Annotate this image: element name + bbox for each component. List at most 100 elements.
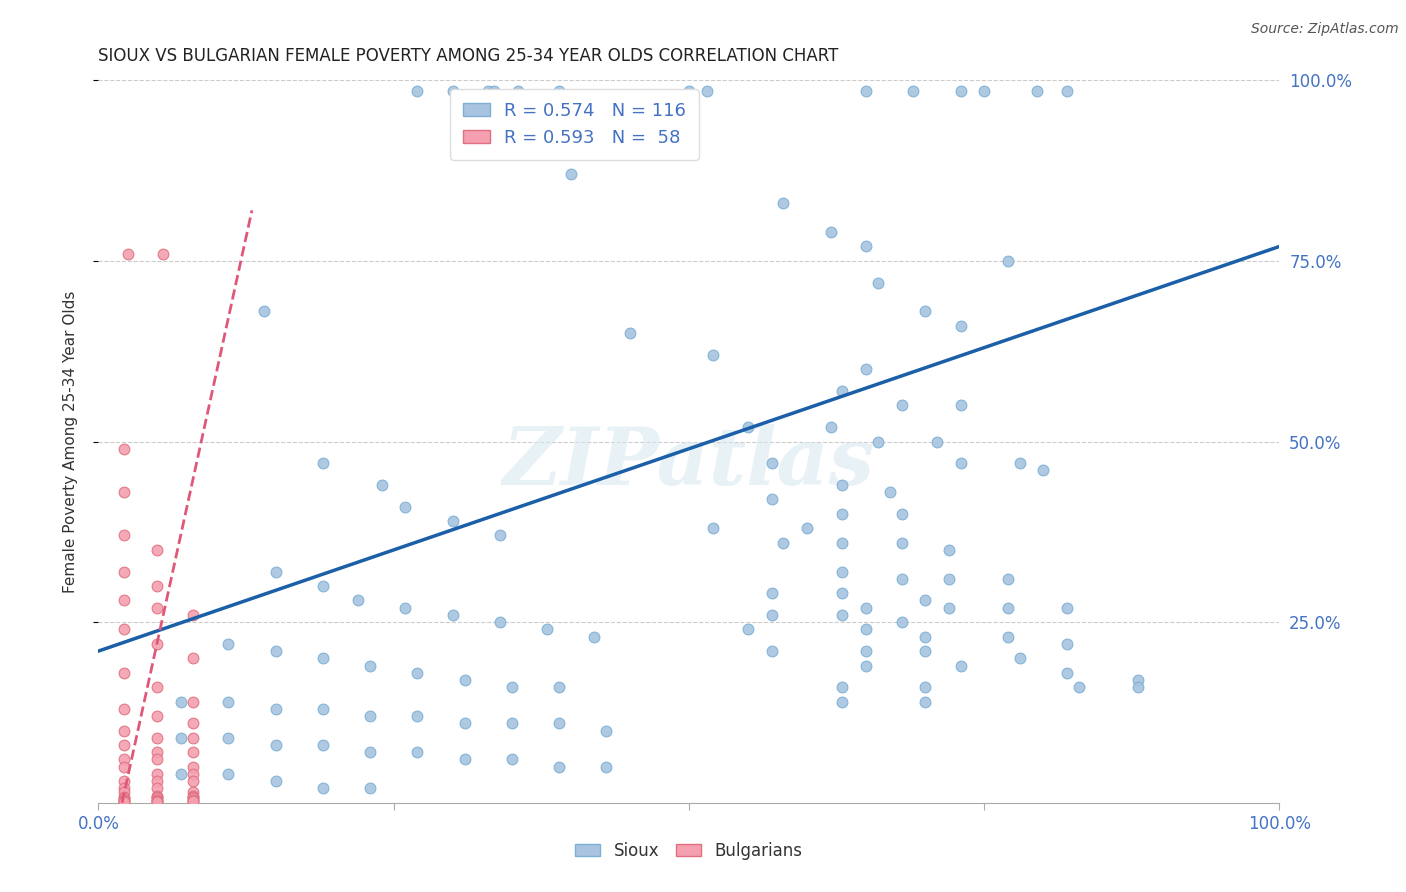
- Point: [312, 702, 335, 716]
- Point: [406, 84, 429, 98]
- Point: [772, 535, 794, 549]
- Point: [949, 84, 972, 98]
- Point: [548, 760, 571, 774]
- Point: [112, 528, 135, 542]
- Point: [146, 795, 169, 809]
- Point: [548, 680, 571, 694]
- Point: [1126, 680, 1149, 694]
- Point: [831, 695, 853, 709]
- Point: [181, 790, 204, 805]
- Point: [146, 790, 169, 805]
- Point: [1056, 84, 1078, 98]
- Point: [181, 793, 204, 807]
- Point: [217, 637, 239, 651]
- Text: ZIPatlas: ZIPatlas: [503, 425, 875, 502]
- Point: [146, 781, 169, 796]
- Point: [312, 651, 335, 665]
- Point: [181, 607, 204, 622]
- Point: [181, 774, 204, 789]
- Point: [619, 326, 641, 340]
- Point: [264, 738, 287, 752]
- Point: [112, 565, 135, 579]
- Point: [359, 781, 381, 796]
- Point: [914, 630, 936, 644]
- Point: [264, 644, 287, 658]
- Point: [997, 630, 1019, 644]
- Point: [831, 607, 853, 622]
- Y-axis label: Female Poverty Among 25-34 Year Olds: Female Poverty Among 25-34 Year Olds: [63, 291, 77, 592]
- Point: [146, 542, 169, 557]
- Point: [1126, 673, 1149, 687]
- Point: [146, 637, 169, 651]
- Point: [146, 745, 169, 759]
- Point: [406, 709, 429, 723]
- Point: [890, 507, 912, 521]
- Point: [1056, 665, 1078, 680]
- Point: [347, 593, 370, 607]
- Point: [112, 485, 135, 500]
- Point: [152, 246, 174, 260]
- Point: [371, 478, 394, 492]
- Point: [181, 716, 204, 731]
- Point: [501, 752, 523, 766]
- Point: [702, 348, 724, 362]
- Point: [831, 535, 853, 549]
- Point: [761, 644, 783, 658]
- Point: [146, 794, 169, 808]
- Point: [831, 586, 853, 600]
- Point: [181, 695, 204, 709]
- Point: [394, 500, 416, 514]
- Point: [855, 600, 877, 615]
- Point: [949, 658, 972, 673]
- Point: [359, 745, 381, 759]
- Point: [112, 593, 135, 607]
- Point: [501, 680, 523, 694]
- Point: [949, 398, 972, 412]
- Point: [453, 673, 475, 687]
- Point: [761, 607, 783, 622]
- Point: [217, 695, 239, 709]
- Point: [890, 572, 912, 586]
- Point: [489, 528, 512, 542]
- Point: [820, 420, 842, 434]
- Point: [890, 535, 912, 549]
- Point: [866, 434, 889, 449]
- Point: [112, 760, 135, 774]
- Point: [112, 794, 135, 808]
- Point: [146, 680, 169, 694]
- Point: [678, 84, 700, 98]
- Point: [702, 521, 724, 535]
- Point: [866, 276, 889, 290]
- Point: [548, 84, 571, 98]
- Point: [914, 695, 936, 709]
- Point: [855, 644, 877, 658]
- Point: [112, 793, 135, 807]
- Point: [181, 794, 204, 808]
- Point: [831, 384, 853, 398]
- Point: [696, 84, 718, 98]
- Point: [1008, 651, 1031, 665]
- Point: [117, 246, 139, 260]
- Point: [112, 702, 135, 716]
- Point: [441, 514, 464, 528]
- Point: [949, 318, 972, 333]
- Point: [217, 767, 239, 781]
- Point: [1056, 600, 1078, 615]
- Point: [1032, 463, 1054, 477]
- Point: [112, 794, 135, 808]
- Point: [855, 623, 877, 637]
- Point: [181, 731, 204, 745]
- Point: [831, 680, 853, 694]
- Point: [112, 623, 135, 637]
- Point: [181, 767, 204, 781]
- Point: [583, 630, 606, 644]
- Point: [914, 680, 936, 694]
- Point: [146, 774, 169, 789]
- Point: [1067, 680, 1090, 694]
- Point: [914, 593, 936, 607]
- Point: [855, 84, 877, 98]
- Point: [855, 239, 877, 253]
- Point: [938, 542, 960, 557]
- Point: [855, 658, 877, 673]
- Point: [181, 785, 204, 799]
